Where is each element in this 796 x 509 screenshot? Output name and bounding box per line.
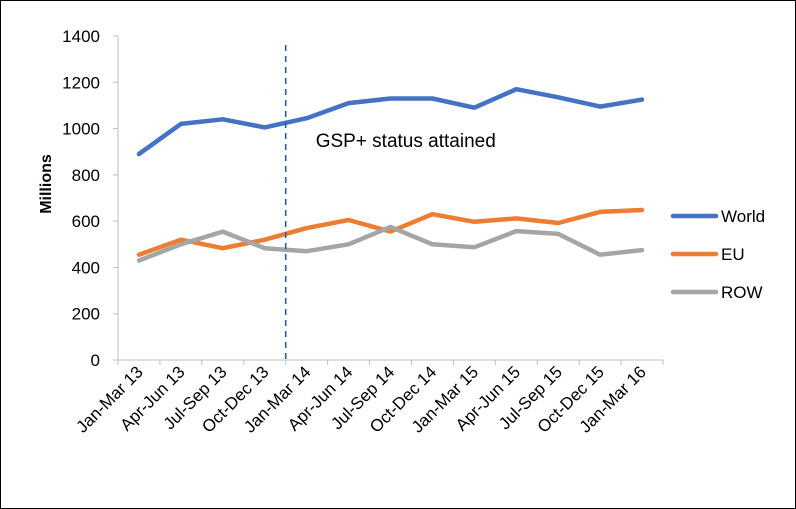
y-axis-ticks: 0 200 400 600 800 1000 1200 1400	[62, 27, 118, 370]
gsp-status-annotation: GSP+ status attained	[316, 131, 496, 152]
y-tick-label: 800	[72, 166, 100, 185]
y-tick-label: 1000	[62, 120, 100, 139]
y-tick-label: 1400	[62, 27, 100, 46]
legend: World EU ROW	[670, 207, 765, 302]
y-tick-label: 400	[72, 258, 100, 277]
series-lines	[136, 86, 645, 263]
legend-label-eu: EU	[721, 245, 745, 264]
series-line-world	[136, 86, 645, 157]
y-tick-label: 600	[72, 212, 100, 231]
y-tick-label: 0	[91, 351, 100, 370]
y-tick-label: 1200	[62, 73, 100, 92]
legend-label-world: World	[721, 207, 765, 226]
series-line-eu	[136, 207, 645, 257]
y-axis-title: Millions	[38, 154, 55, 214]
y-tick-label: 200	[72, 305, 100, 324]
series-line-row	[136, 224, 645, 263]
legend-label-row: ROW	[721, 283, 763, 302]
